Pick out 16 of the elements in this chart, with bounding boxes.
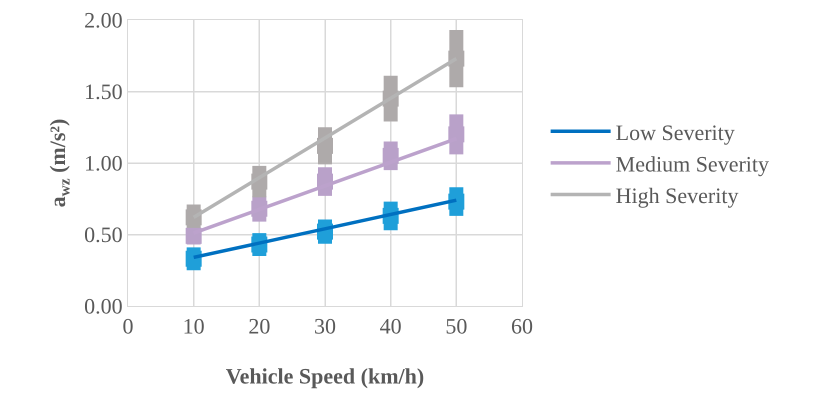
y-tick-label: 0.00 [84,294,123,319]
y-tick-label: 1.50 [84,79,123,104]
y-tick-label: 2.00 [84,8,123,33]
legend-label: High Severity [616,183,738,208]
x-tick-label: 40 [380,313,402,338]
legend-label: Low Severity [616,120,735,145]
x-tick-label: 0 [122,313,134,338]
legend-label: Medium Severity [616,151,770,176]
x-tick-label: 10 [182,313,205,338]
x-tick-label: 30 [314,313,336,338]
x-tick-label: 50 [445,313,468,338]
x-axis-title: Vehicle Speed (km/h) [226,363,424,388]
x-tick-label: 60 [511,313,533,338]
y-tick-label: 0.50 [84,222,123,248]
y-tick-label: 1.00 [84,150,123,176]
x-tick-label: 20 [248,313,270,338]
